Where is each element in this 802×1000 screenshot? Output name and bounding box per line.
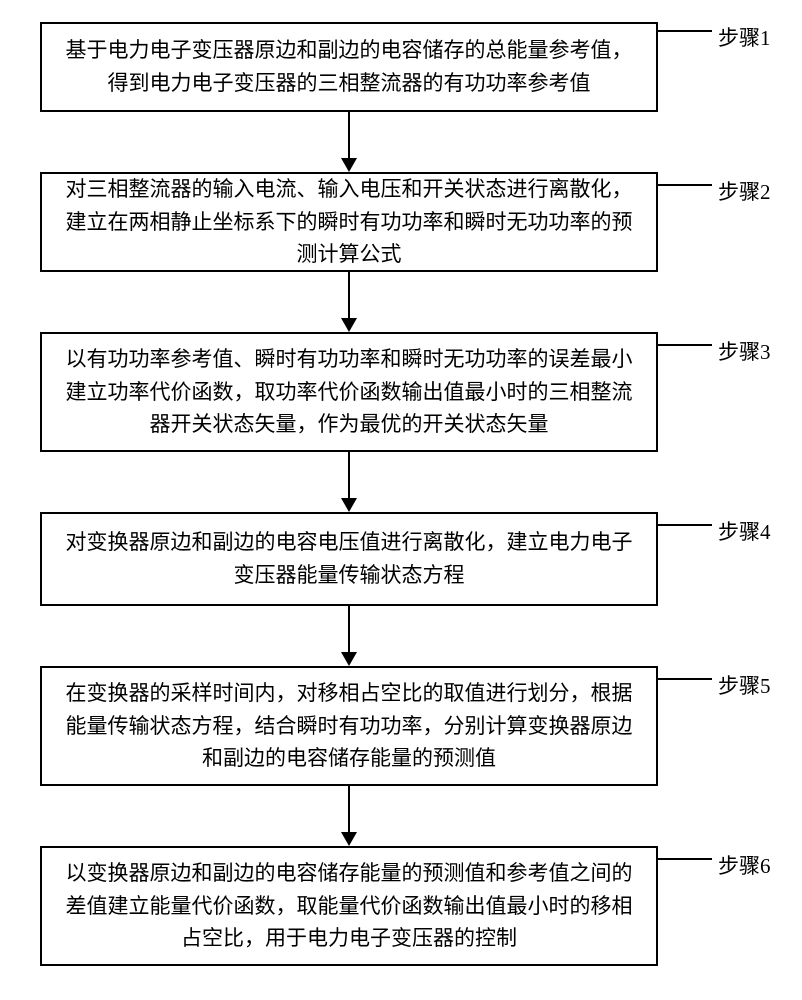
flowchart-container: 基于电力电子变压器原边和副边的电容储存的总能量参考值，得到电力电子变压器的三相整… [0,0,802,1000]
step-text-5: 在变换器的采样时间内，对移相占空比的取值进行划分，根据能量传输状态方程，结合瞬时… [60,677,638,775]
arrow-5 [329,606,369,666]
step-label-5: 步骤5 [718,670,771,700]
step-text-2: 对三相整流器的输入电流、输入电压和开关状态进行离散化，建立在两相静止坐标系下的瞬… [60,173,638,271]
step-label-1: 步骤1 [718,22,771,52]
step-label-6: 步骤6 [718,850,771,880]
lead-line-2 [658,184,712,186]
lead-line-1 [658,30,712,32]
lead-line-5 [658,678,712,680]
step-text-4: 对变换器原边和副边的电容电压值进行离散化，建立电力电子变压器能量传输状态方程 [60,526,638,591]
step-text-1: 基于电力电子变压器原边和副边的电容储存的总能量参考值，得到电力电子变压器的三相整… [60,34,638,99]
step-box-4: 对变换器原边和副边的电容电压值进行离散化，建立电力电子变压器能量传输状态方程 [40,512,658,606]
step-text-6: 以变换器原边和副边的电容储存能量的预测值和参考值之间的差值建立能量代价函数，取能… [60,857,638,955]
arrow-6 [329,786,369,846]
arrow-2 [329,112,369,172]
step-box-5: 在变换器的采样时间内，对移相占空比的取值进行划分，根据能量传输状态方程，结合瞬时… [40,666,658,786]
arrow-3 [329,272,369,332]
step-label-4: 步骤4 [718,516,771,546]
step-box-2: 对三相整流器的输入电流、输入电压和开关状态进行离散化，建立在两相静止坐标系下的瞬… [40,172,658,272]
step-label-2: 步骤2 [718,176,771,206]
step-box-1: 基于电力电子变压器原边和副边的电容储存的总能量参考值，得到电力电子变压器的三相整… [40,22,658,112]
lead-line-6 [658,858,712,860]
lead-line-3 [658,344,712,346]
arrow-4 [329,452,369,512]
step-box-6: 以变换器原边和副边的电容储存能量的预测值和参考值之间的差值建立能量代价函数，取能… [40,846,658,966]
step-label-3: 步骤3 [718,336,771,366]
step-box-3: 以有功功率参考值、瞬时有功功率和瞬时无功功率的误差最小建立功率代价函数，取功率代… [40,332,658,452]
lead-line-4 [658,524,712,526]
step-text-3: 以有功功率参考值、瞬时有功功率和瞬时无功功率的误差最小建立功率代价函数，取功率代… [60,343,638,441]
